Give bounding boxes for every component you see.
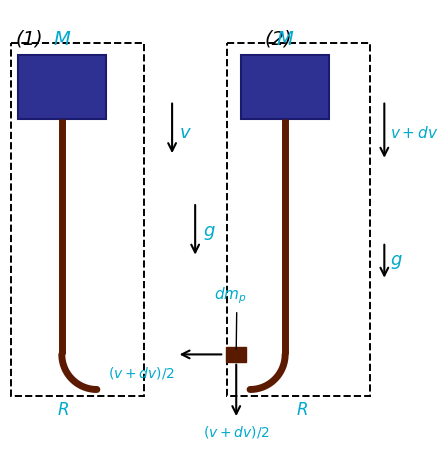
Text: $v+dv$: $v+dv$ [390,125,438,141]
Text: (1): (1) [15,30,43,49]
Text: $g$: $g$ [202,224,215,242]
Bar [241,54,329,119]
Text: (2): (2) [264,30,292,49]
Text: $M$: $M$ [276,30,294,49]
Bar [228,43,370,396]
Text: $M$: $M$ [53,30,71,49]
Text: $R$: $R$ [296,400,308,419]
Bar [226,347,246,362]
Text: $dm_p$: $dm_p$ [214,286,247,306]
Bar [11,43,145,396]
Text: $(v+dv)/2$: $(v+dv)/2$ [203,424,270,439]
Text: $v$: $v$ [179,124,192,142]
Text: $R$: $R$ [57,400,69,419]
Bar [18,54,106,119]
Text: $g$: $g$ [390,253,403,271]
Text: $(v+dv)/2$: $(v+dv)/2$ [108,365,175,381]
